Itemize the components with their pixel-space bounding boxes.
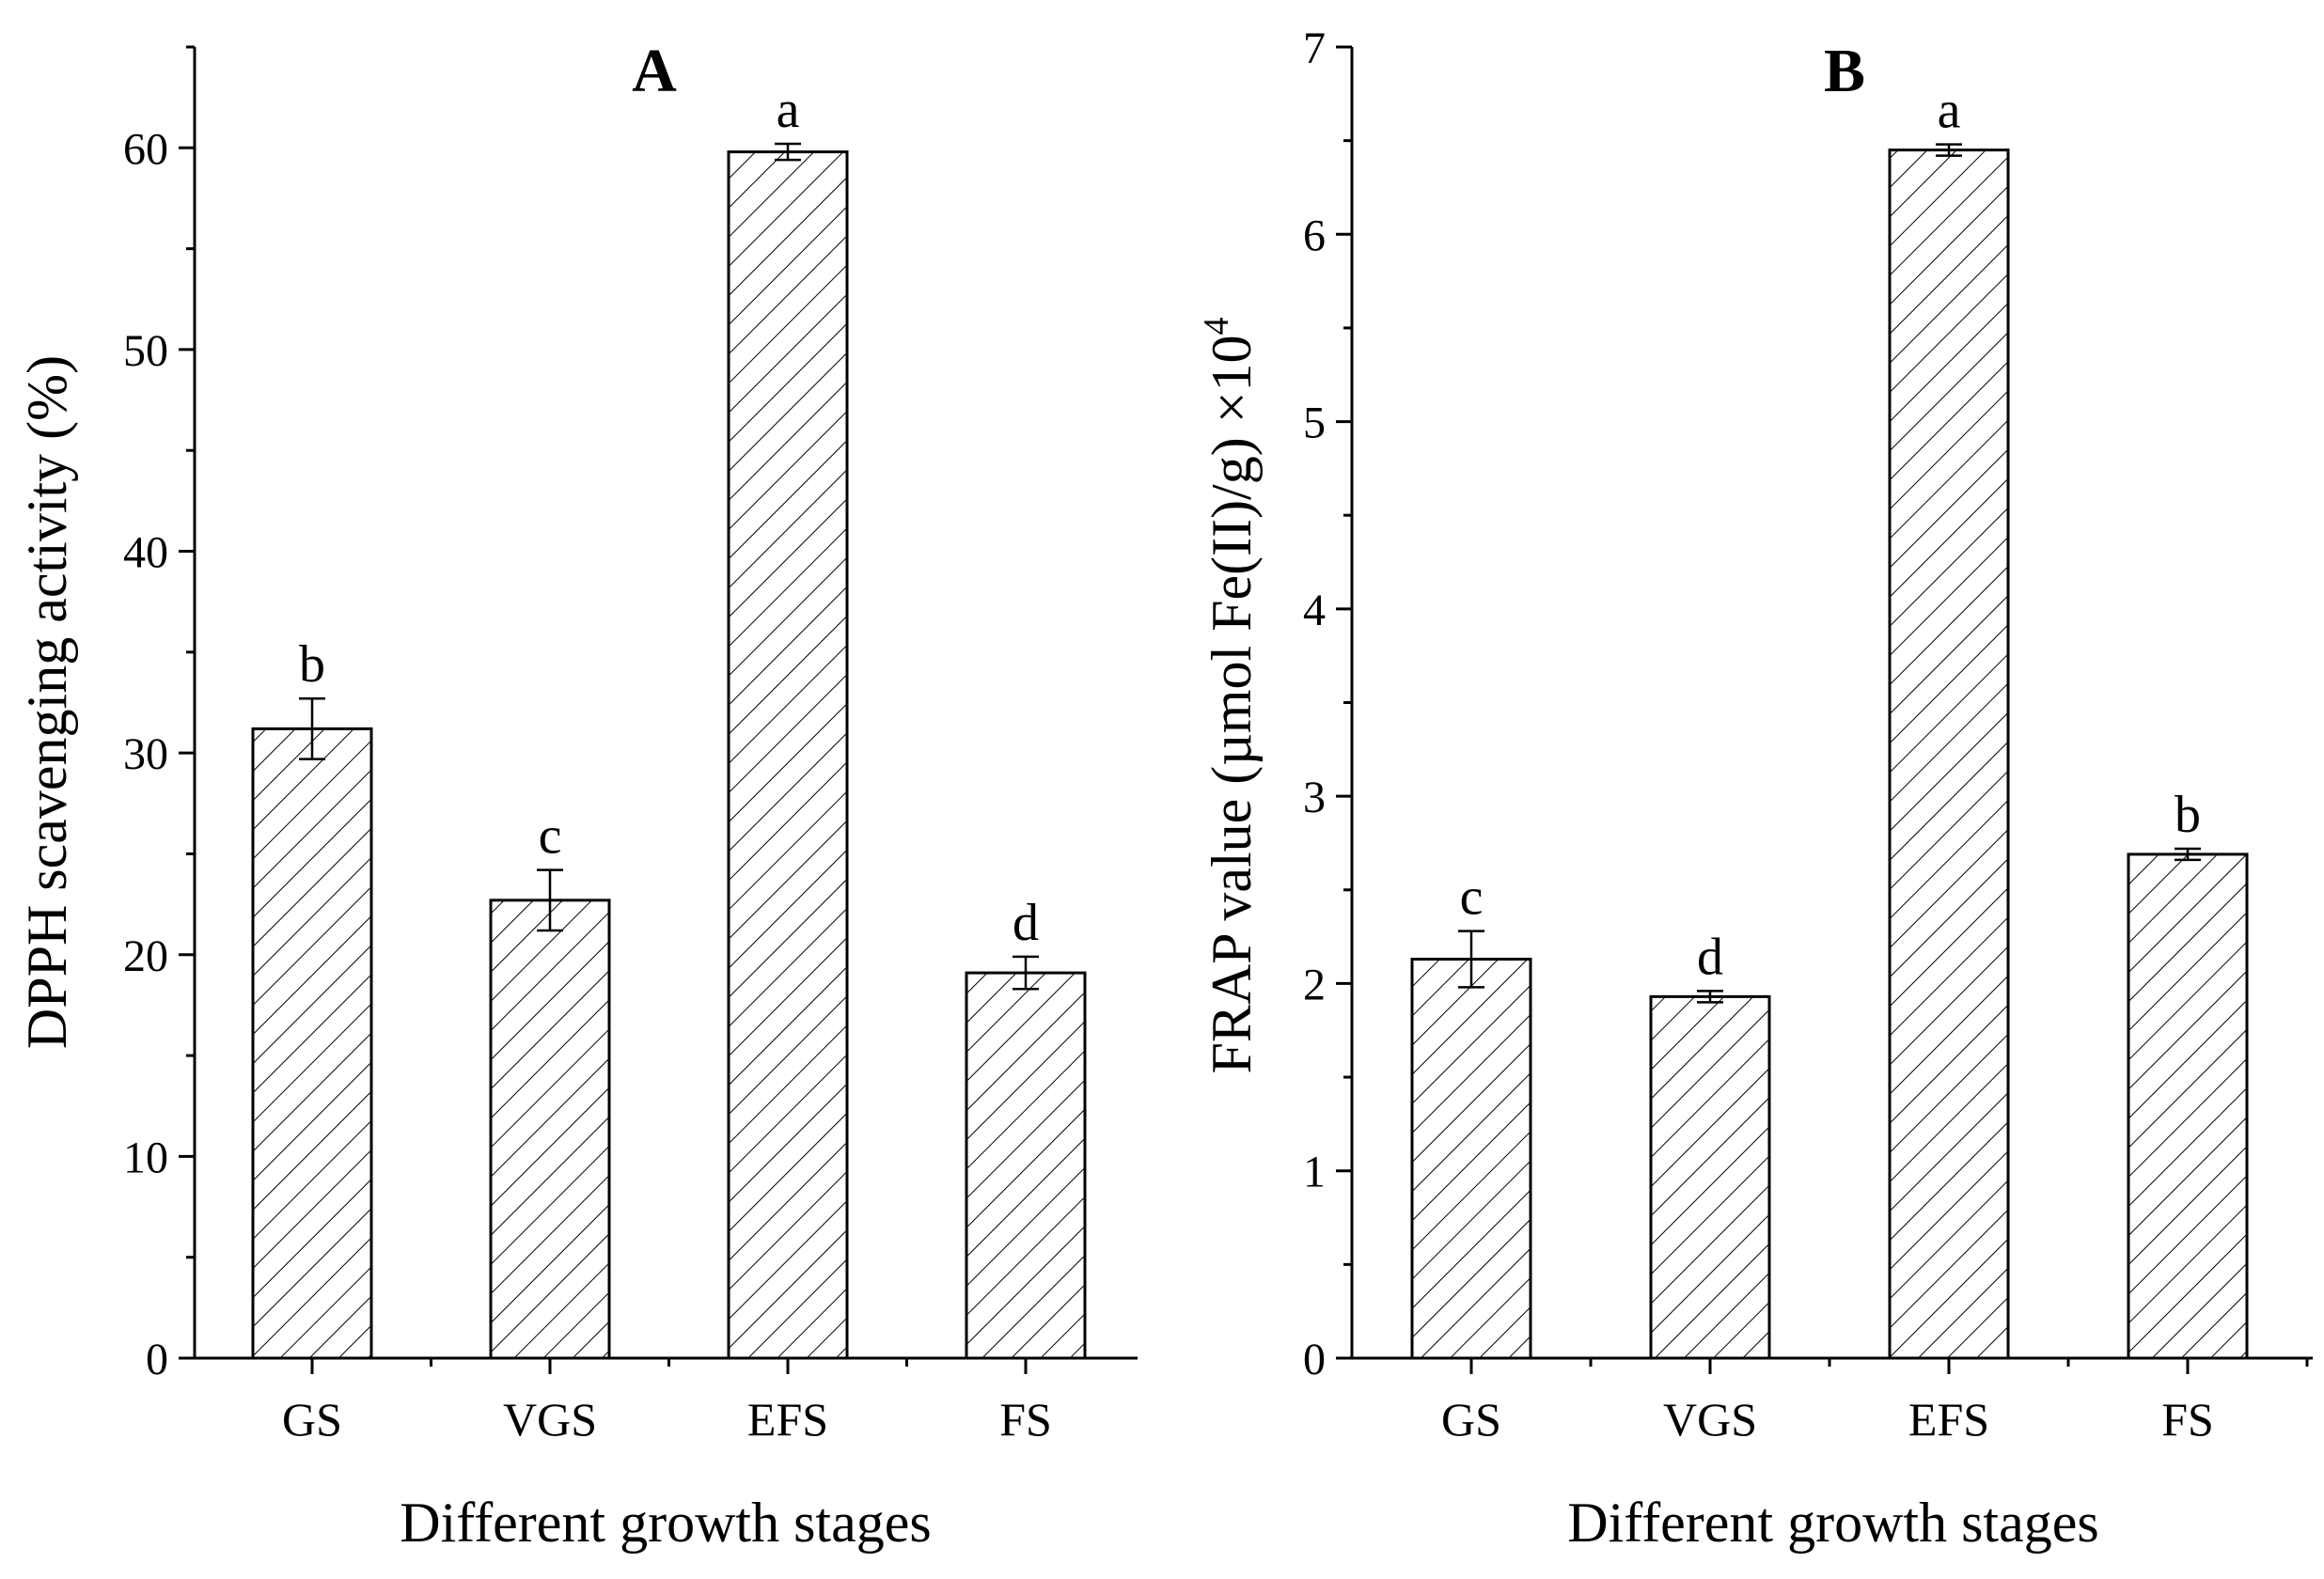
panel-a-bar [251,727,373,1360]
panel-b-label: B [1824,37,1865,105]
panel-b-significance-letter: d [1697,928,1723,986]
panel-b-y-tick-label: 3 [1303,773,1326,822]
panel-b-error-bar [2175,847,2201,862]
panel-a-bars: b c a d [251,81,1087,1360]
panel-a-x-tick-label: VGS [503,1393,597,1446]
panel-b-y-tick-label: 6 [1303,211,1326,260]
panel-a-error-bar [299,696,325,760]
panel-b-y-tick-label: 1 [1303,1148,1326,1197]
panel-b-y-axis-title-superscript: 4 [1197,317,1236,335]
panel-b-x-tick-label: EFS [1908,1393,1989,1446]
panel-a-y-tick-label: 40 [123,528,168,578]
panel-b-bar [1410,958,1532,1360]
panel-b-y-tick-label: 4 [1303,586,1326,635]
panel-b-y-axis-title-main: FRAP value (µmol Fe(II)/g) ×10 [1201,335,1263,1073]
panel-a-significance-letter: d [1013,894,1039,952]
panel-b-y-tick-label: 2 [1303,960,1326,1009]
panel-a-bar [727,150,849,1360]
panel-a-y-tick-label: 0 [146,1335,168,1384]
panel-b-error-bar [1458,930,1484,989]
panel-b-significance-letter: a [1938,82,1961,140]
panel-a-y-tick-label: 30 [123,729,168,779]
panel-b-bar [1888,149,2010,1360]
panel-b-y-tick-label: 5 [1303,399,1326,448]
panel-a: 0 10 20 30 40 50 60 GS VGS EFS FS b c a d A Different… [16,37,1138,1554]
panel-a-y-tick-label: 20 [123,931,168,981]
panel-b-bar [2127,852,2249,1360]
panel-a-error-bar [775,142,801,162]
panel-b: 0 1 2 3 4 5 6 7 GS VGS EFS FS c d a b B Different grow… [1197,23,2313,1554]
panel-a-error-bar [537,868,563,932]
panel-a-y-tick-label: 60 [123,124,168,174]
panel-b-y-axis-title: FRAP value (µmol Fe(II)/g) ×104 [1197,317,1263,1073]
panel-b-error-bar [1697,990,1723,1004]
panel-a-x-axis-title: Different growth stages [400,1492,931,1554]
panel-b-ticks: 0 1 2 3 4 5 6 7 GS VGS EFS FS [1303,23,2309,1446]
panel-b-bars: c d a b [1410,82,2249,1360]
panel-b-bar [1649,994,1771,1360]
panel-a-y-tick-label: 50 [123,326,168,376]
panel-b-y-tick-label: 7 [1303,23,1326,73]
panel-a-bar [965,971,1087,1360]
panel-a-significance-letter: a [777,81,800,139]
panel-a-y-axis-title: DPPH scavenging activity (%) [16,355,78,1049]
panel-a-x-tick-label: FS [999,1393,1052,1446]
panel-b-significance-letter: c [1460,868,1484,927]
panel-a-x-tick-label: GS [282,1393,342,1446]
panel-a-error-bar [1013,955,1039,991]
panel-a-significance-letter: c [539,807,562,866]
panel-a-y-tick-label: 10 [123,1133,168,1182]
panel-a-x-tick-label: EFS [747,1393,828,1446]
panel-b-significance-letter: b [2175,786,2201,844]
panel-b-x-tick-label: VGS [1663,1393,1757,1446]
panel-b-x-tick-label: FS [2161,1393,2214,1446]
panel-b-y-tick-label: 0 [1303,1335,1326,1384]
panel-a-bar [489,899,611,1360]
panel-a-label: A [632,37,677,105]
panel-b-error-bar [1936,143,1962,157]
panel-b-x-tick-label: GS [1441,1393,1501,1446]
panel-a-significance-letter: b [299,635,325,694]
panel-b-x-axis-title: Different growth stages [1567,1492,2098,1554]
panel-a-ticks: 0 10 20 30 40 50 60 GS VGS EFS FS [123,45,1052,1446]
